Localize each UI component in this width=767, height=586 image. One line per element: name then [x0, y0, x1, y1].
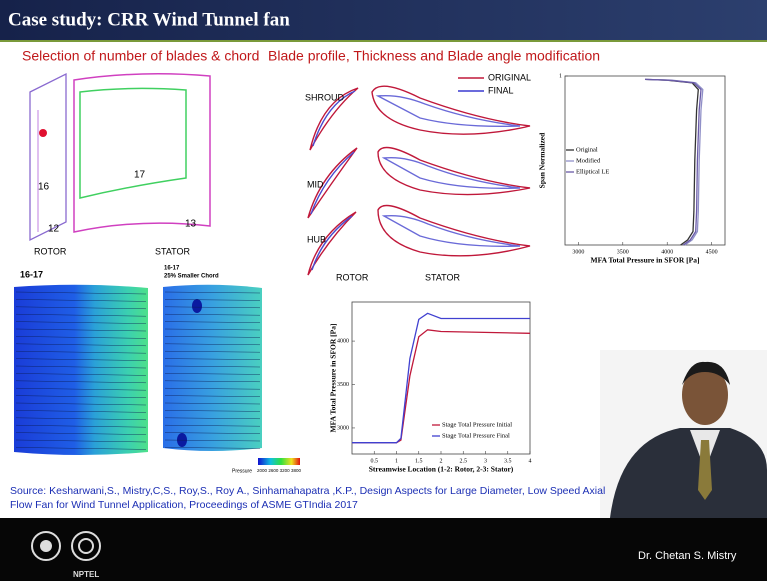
right-heading: Blade profile, Thickness and Blade angle…: [268, 48, 600, 64]
x-tick-label: 3.5: [504, 458, 512, 464]
series-line: [645, 79, 698, 245]
marker-dot: [39, 129, 47, 137]
contour-sublabel: 25% Smaller Chord: [164, 274, 219, 280]
blade-label: 13: [185, 219, 197, 230]
x-tick-label: 4500: [706, 249, 718, 255]
x-tick-label: 1: [395, 458, 398, 464]
source-note: Source: Kesharwani,S., Mistry,C,S., Roy,…: [10, 484, 620, 512]
stator-airfoil: [378, 148, 530, 195]
slide-title: Case study: CRR Wind Tunnel fan: [8, 9, 290, 30]
airfoil-label: STATOR: [425, 272, 461, 282]
contour-spot: [192, 299, 202, 313]
presenter-video: [600, 350, 767, 518]
colorbar-tick: 2000: [257, 468, 268, 473]
logo: [40, 540, 52, 552]
stator-airfoil: [378, 96, 520, 127]
y-tick-label: 1: [559, 73, 562, 79]
x-tick-label: 3500: [617, 249, 629, 255]
contour-label: 16-17: [20, 269, 43, 279]
pressure-plot: 0.5 1 1.5 2 2.5 3 3.5 4 3000 3500 4000 Streamwise L…: [329, 302, 532, 474]
y-tick-label: 3000: [337, 425, 349, 431]
airfoil-label: ROTOR: [336, 272, 369, 282]
blade-label: 16: [38, 182, 50, 193]
legend-label: Original: [576, 146, 598, 153]
airfoils: [308, 86, 530, 275]
airfoil-label: HUB: [307, 234, 326, 244]
legend-label: Stage Total Pressure Final: [442, 432, 510, 439]
stator-sketch: [74, 74, 210, 232]
colorbar: [258, 458, 300, 465]
x-tick-label: 1.5: [415, 458, 423, 464]
airfoil-legend: ORIGINAL FINAL: [458, 72, 531, 95]
blade-label: ROTOR: [34, 246, 67, 256]
y-tick-label: 3500: [337, 382, 349, 388]
span-plot: 3000 3500 4000 4500 1 MFA Total Pressure in S…: [538, 73, 725, 264]
y-axis-label: Span Normalized: [538, 132, 547, 188]
x-tick-label: 2.5: [460, 458, 468, 464]
colorbar-tick: 2600: [268, 468, 279, 473]
slide: Case study: CRR Wind Tunnel fan Selectio…: [0, 0, 767, 581]
y-tick-label: 4000: [337, 338, 349, 344]
colorbar-tick: 3200: [280, 468, 291, 473]
legend-label: ORIGINAL: [488, 72, 531, 82]
airfoil-label: SHROUD: [305, 92, 345, 102]
x-axis-label: Streamwise Location (1-2: Rotor, 2-3: St…: [369, 465, 514, 474]
x-tick-label: 4: [529, 458, 532, 464]
legend-label: FINAL: [488, 85, 514, 95]
rotor-sketch: [30, 74, 66, 240]
logo-text: NPTEL: [73, 570, 99, 579]
x-tick-label: 4000: [661, 249, 673, 255]
series-line: [645, 79, 701, 245]
y-axis-label: MFA Total Pressure in SFOR [Pa]: [329, 324, 338, 433]
x-tick-label: 2: [440, 458, 443, 464]
header-rule: [0, 40, 767, 42]
legend-label: Modified: [576, 157, 601, 164]
airfoil-label: MID: [307, 179, 324, 189]
stator-airfoil: [378, 206, 530, 256]
blade-label: 17: [134, 170, 146, 181]
x-axis-label: MFA Total Pressure in SFOR [Pa]: [591, 256, 700, 265]
x-tick-label: 3: [484, 458, 487, 464]
legend-label: Stage Total Pressure Initial: [442, 421, 512, 428]
x-tick-label: 0.5: [371, 458, 379, 464]
left-heading: Selection of number of blades & chord: [22, 48, 259, 64]
contour-image: [14, 285, 148, 455]
colorbar-title: Pressure: [232, 468, 252, 474]
presenter-name: Dr. Chetan S. Mistry: [638, 550, 737, 562]
contour-label: 16-17: [164, 266, 180, 272]
colorbar-tick: 3800: [291, 468, 302, 473]
blade-label: 12: [48, 224, 60, 235]
legend-label: Elliptical LE: [576, 168, 609, 175]
blade-label: STATOR: [155, 246, 191, 256]
plot-frame: [352, 302, 530, 454]
stator-inner: [80, 88, 186, 198]
x-tick-label: 3000: [572, 249, 584, 255]
